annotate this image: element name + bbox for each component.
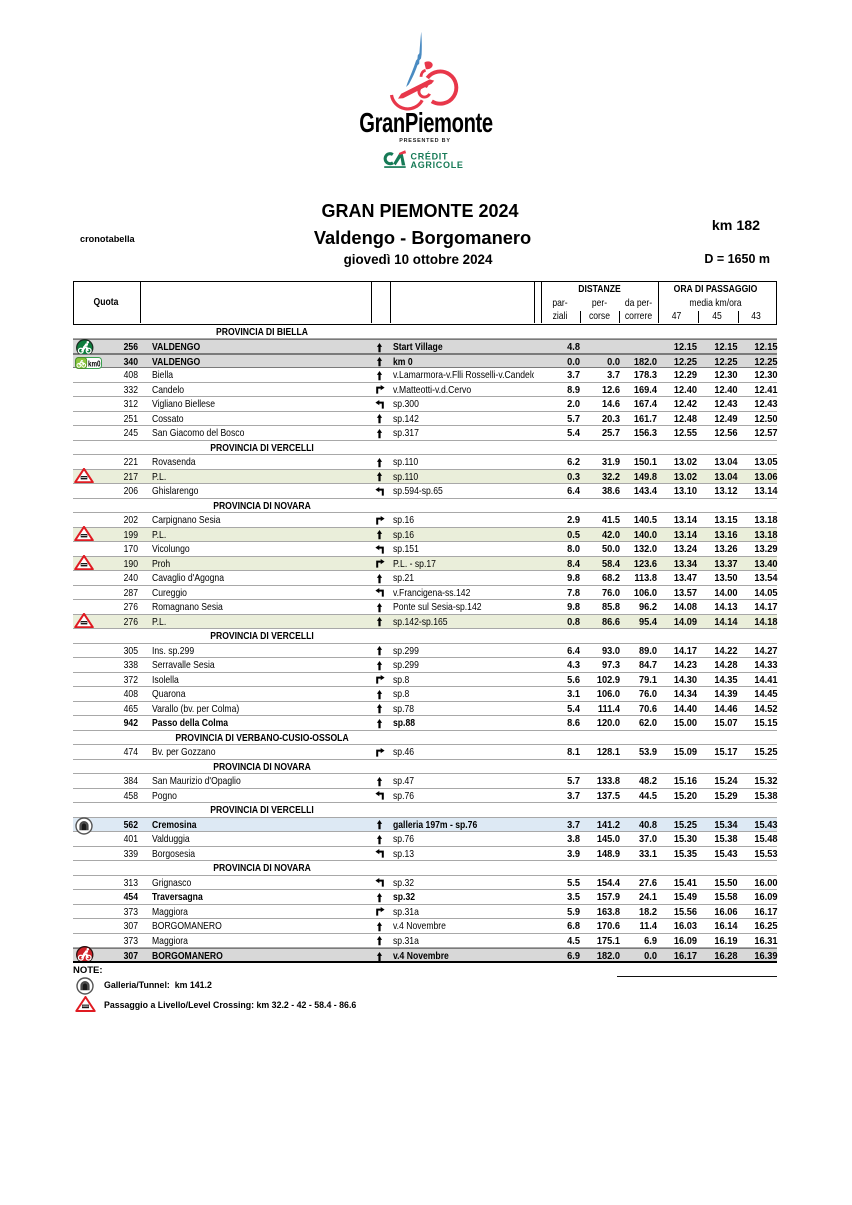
svg-text:AGRICOLE: AGRICOLE <box>411 160 464 170</box>
svg-text:km0: km0 <box>88 359 101 368</box>
svg-text:CRÉDIT: CRÉDIT <box>411 151 449 161</box>
